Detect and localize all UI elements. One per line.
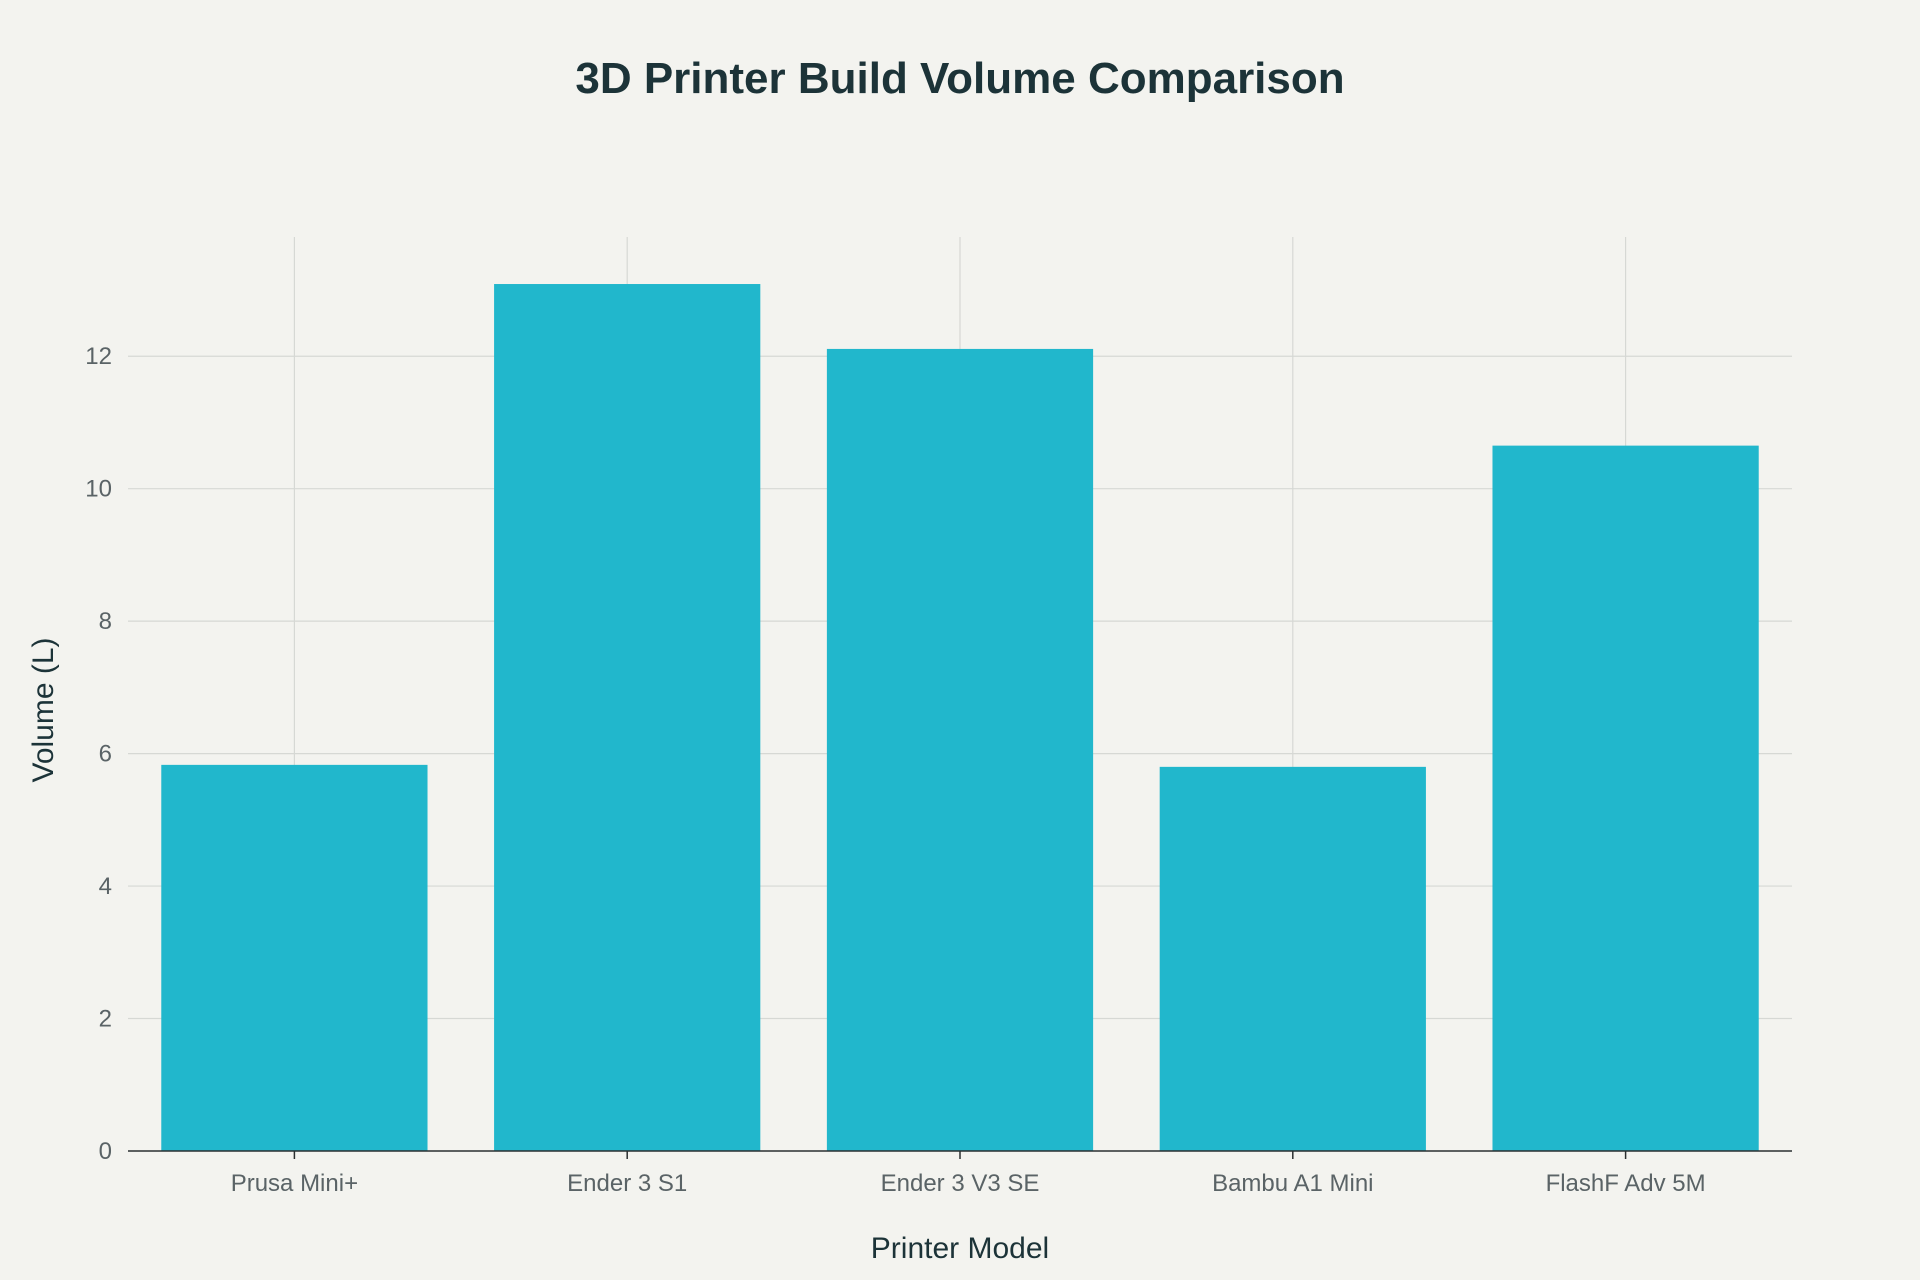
labels: 3D Printer Build Volume Comparison Print… — [27, 54, 1345, 1265]
y-tick-label: 2 — [99, 1006, 112, 1033]
x-axis-title: Printer Model — [871, 1232, 1049, 1265]
x-tick-label: Ender 3 V3 SE — [881, 1170, 1040, 1197]
x-tick-label: Ender 3 S1 — [567, 1170, 687, 1197]
bar — [1159, 766, 1426, 1151]
y-tick-label: 4 — [99, 873, 112, 900]
bar — [494, 284, 761, 1151]
bar — [161, 764, 428, 1151]
chart-title: 3D Printer Build Volume Comparison — [575, 54, 1344, 103]
y-tick-label: 12 — [85, 343, 112, 370]
bar — [1492, 445, 1759, 1151]
x-tick-label: Bambu A1 Mini — [1212, 1170, 1373, 1197]
y-tick-label: 10 — [85, 476, 112, 503]
x-tick-label: Prusa Mini+ — [231, 1170, 358, 1197]
bars — [161, 284, 1759, 1151]
y-tick-label: 0 — [99, 1138, 112, 1165]
y-tick-label: 8 — [99, 608, 112, 635]
bar — [826, 348, 1094, 1151]
x-tick-label: FlashF Adv 5M — [1546, 1170, 1706, 1197]
y-tick-label: 6 — [99, 741, 112, 768]
axes: 0 2 4 6 8 10 12 Prusa Mini+ Ender 3 S1 Ender 3 V3… — [85, 343, 1792, 1197]
y-axis-title: Volume (L) — [27, 637, 60, 782]
